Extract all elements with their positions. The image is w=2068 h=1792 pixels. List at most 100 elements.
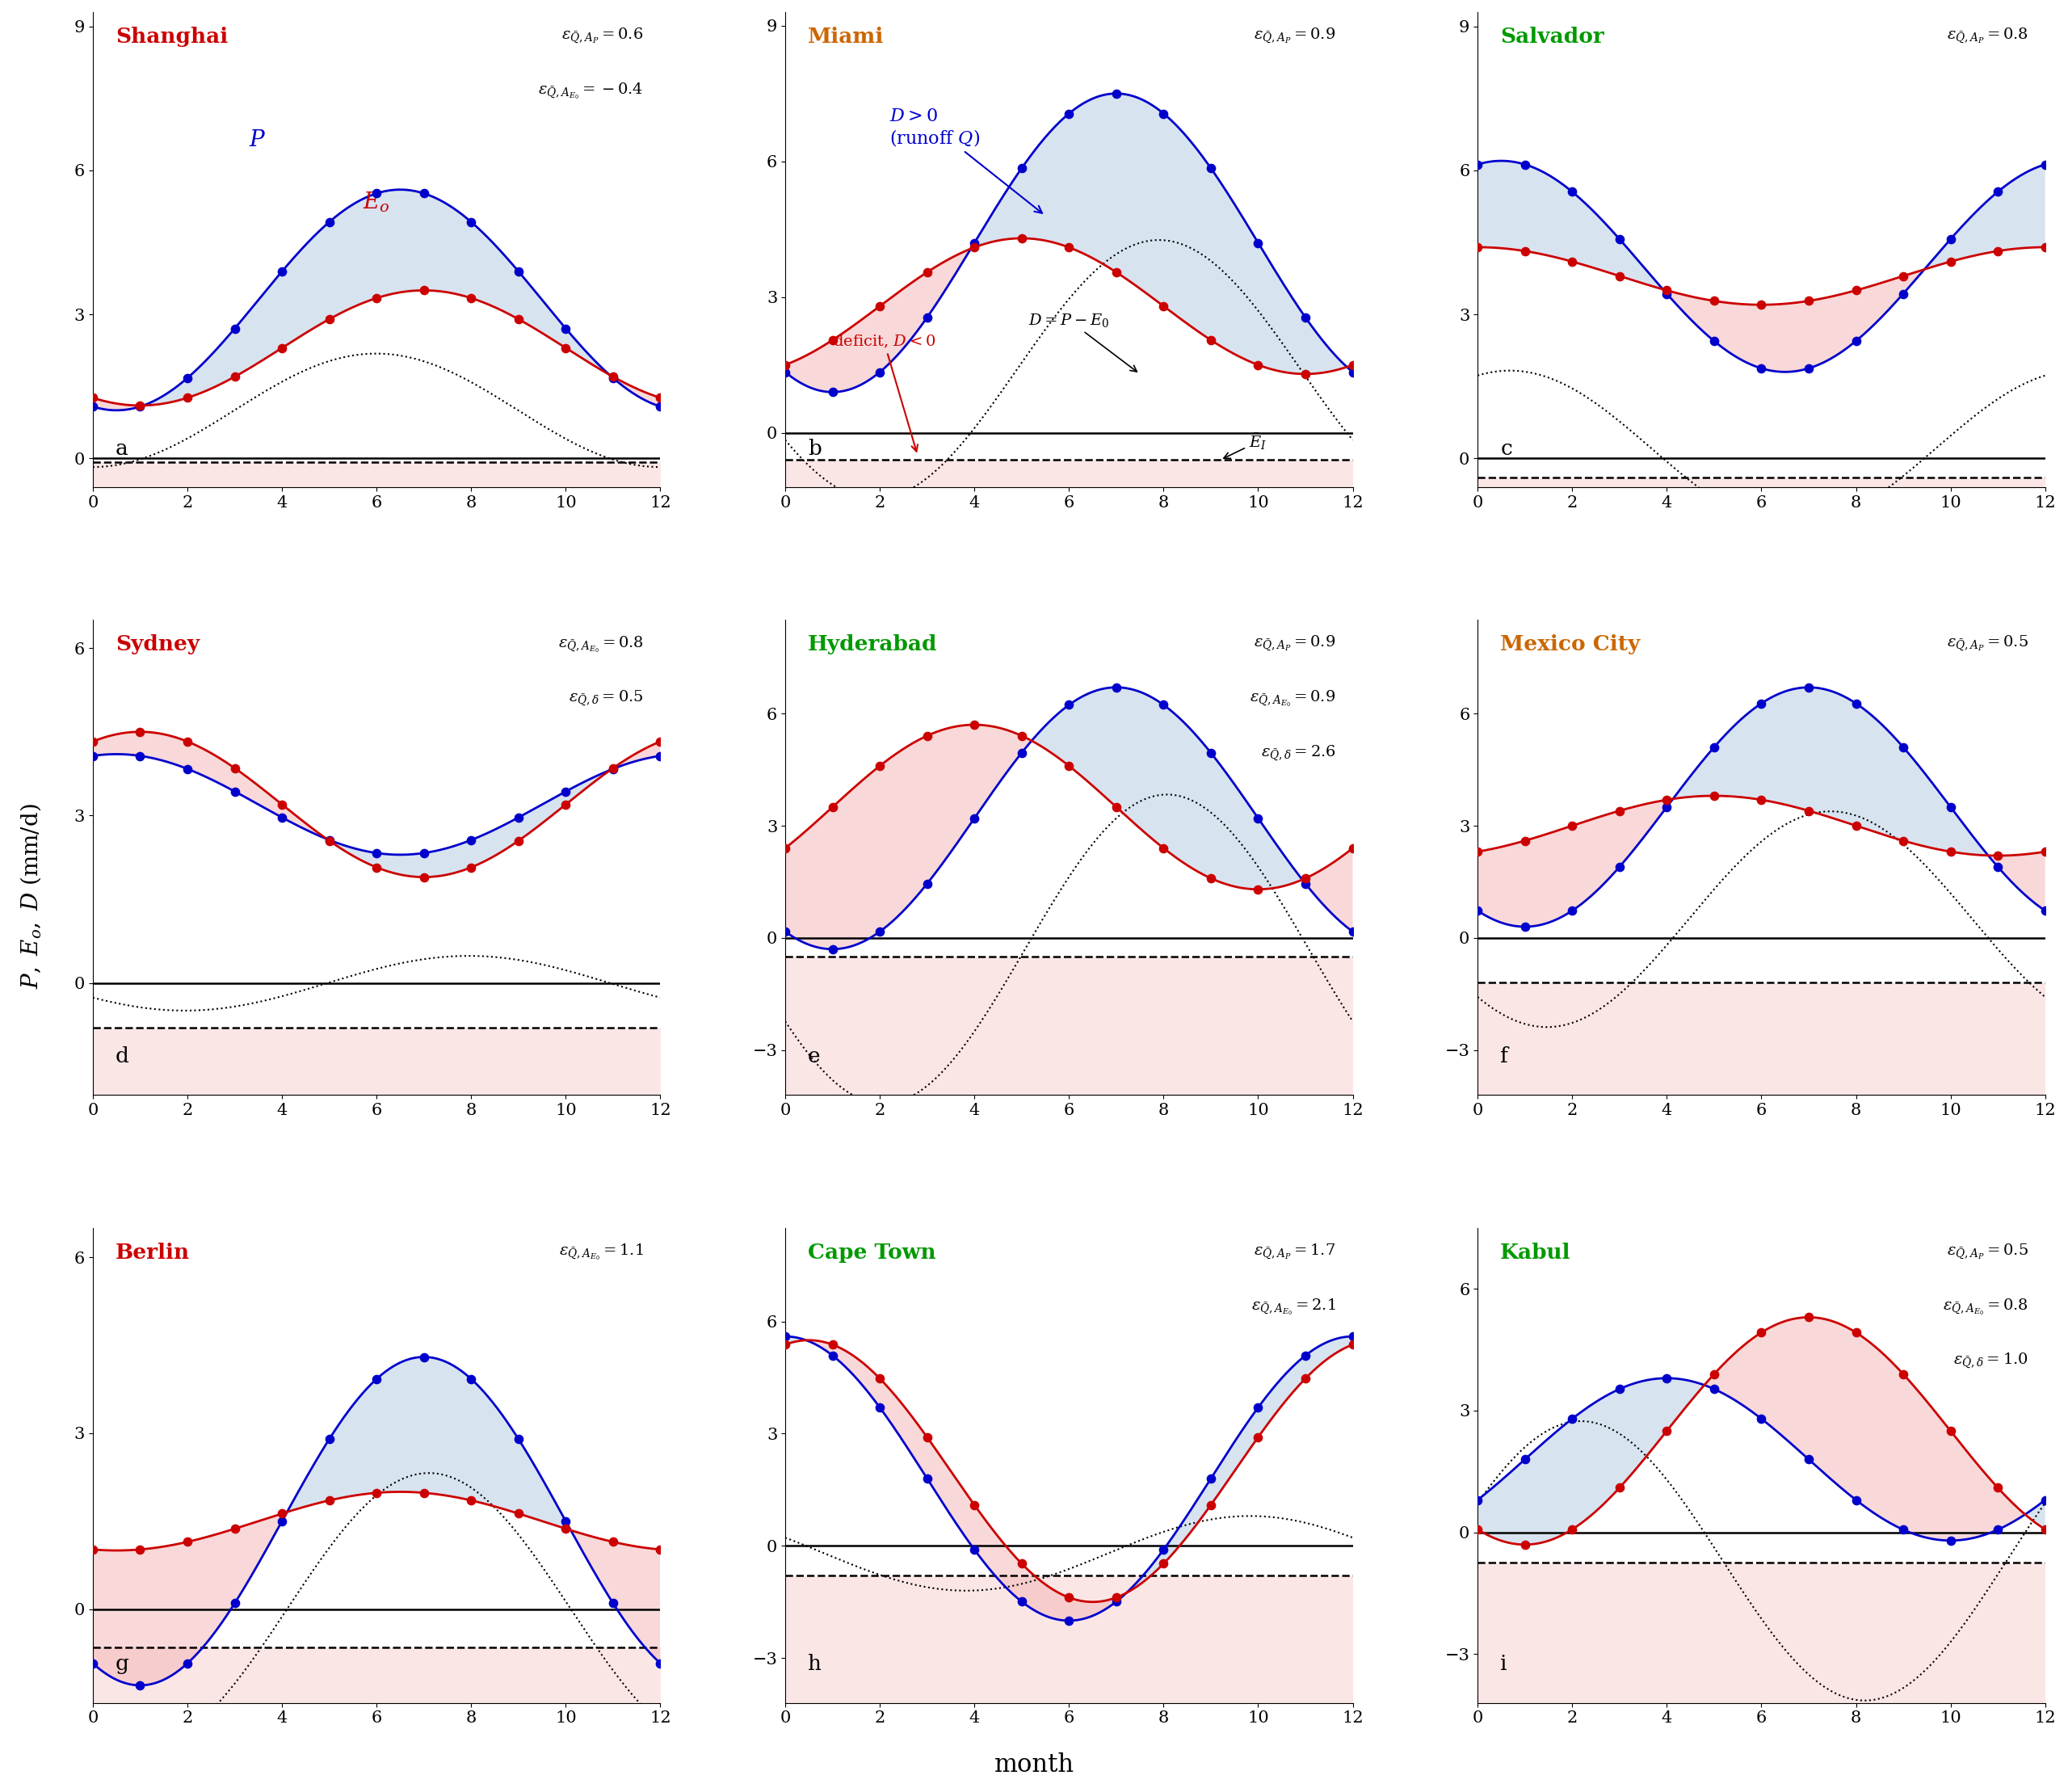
Point bbox=[1148, 99, 1181, 127]
Point bbox=[455, 853, 488, 882]
Point bbox=[1195, 1491, 1228, 1520]
Text: $\epsilon_{\bar{Q},A_P} = 1.7$: $\epsilon_{\bar{Q},A_P} = 1.7$ bbox=[1253, 1242, 1336, 1262]
Point bbox=[1555, 1405, 1588, 1434]
Point bbox=[643, 728, 676, 756]
Text: Shanghai: Shanghai bbox=[116, 27, 227, 47]
Text: $\bar{E}_I$: $\bar{E}_I$ bbox=[1224, 432, 1268, 459]
Point bbox=[1462, 1514, 1495, 1543]
Point bbox=[1981, 1516, 2014, 1545]
Point bbox=[1934, 837, 1967, 866]
Text: deficit, $D < 0$: deficit, $D < 0$ bbox=[833, 333, 935, 452]
Point bbox=[1053, 1582, 1086, 1611]
Text: f: f bbox=[1499, 1047, 1508, 1066]
Point bbox=[1886, 1516, 1919, 1545]
Point bbox=[1745, 690, 1778, 719]
Point bbox=[1005, 154, 1038, 183]
Point bbox=[1793, 674, 1826, 702]
Point bbox=[77, 1649, 110, 1677]
Point bbox=[1934, 1417, 1967, 1446]
Point bbox=[862, 751, 895, 780]
Point bbox=[817, 935, 850, 964]
Text: h: h bbox=[809, 1654, 821, 1674]
Point bbox=[1241, 805, 1274, 833]
Text: month: month bbox=[995, 1753, 1073, 1778]
Point bbox=[817, 792, 850, 821]
Text: Kabul: Kabul bbox=[1499, 1242, 1572, 1262]
Point bbox=[265, 1507, 298, 1536]
Point bbox=[643, 1649, 676, 1677]
Point bbox=[910, 722, 943, 751]
Point bbox=[360, 839, 393, 867]
Point bbox=[1745, 1405, 1778, 1434]
Point bbox=[769, 351, 802, 380]
Point bbox=[910, 1423, 943, 1452]
Point bbox=[862, 918, 895, 946]
Point bbox=[1005, 224, 1038, 253]
Point bbox=[1508, 1530, 1541, 1559]
Text: b: b bbox=[809, 439, 821, 459]
Text: $\epsilon_{\bar{Q},A_P} = 0.5$: $\epsilon_{\bar{Q},A_P} = 0.5$ bbox=[1946, 1242, 2029, 1262]
Point bbox=[312, 208, 345, 237]
Text: $\epsilon_{\bar{Q},\delta} = 1.0$: $\epsilon_{\bar{Q},\delta} = 1.0$ bbox=[1952, 1351, 2029, 1371]
Point bbox=[1148, 690, 1181, 719]
Point bbox=[1053, 1606, 1086, 1634]
Point bbox=[1793, 1444, 1826, 1473]
Point bbox=[1336, 358, 1369, 387]
Point bbox=[1336, 1322, 1369, 1351]
Point bbox=[265, 803, 298, 831]
Point bbox=[77, 392, 110, 421]
Point bbox=[1650, 280, 1683, 308]
Point bbox=[643, 383, 676, 412]
Point bbox=[1508, 237, 1541, 265]
Point bbox=[2029, 1486, 2062, 1514]
Point bbox=[769, 833, 802, 862]
Point bbox=[1650, 276, 1683, 305]
Point bbox=[1241, 351, 1274, 380]
Point bbox=[124, 1536, 157, 1564]
Point bbox=[124, 391, 157, 419]
Point bbox=[862, 358, 895, 387]
Point bbox=[312, 826, 345, 855]
Point bbox=[2029, 233, 2062, 262]
Point bbox=[360, 1366, 393, 1394]
Point bbox=[1005, 738, 1038, 767]
Point bbox=[77, 1536, 110, 1564]
Point bbox=[312, 305, 345, 333]
Text: $\epsilon_{\bar{Q},\delta} = 2.6$: $\epsilon_{\bar{Q},\delta} = 2.6$ bbox=[1261, 744, 1336, 762]
Point bbox=[1886, 826, 1919, 855]
Point bbox=[455, 1486, 488, 1514]
Point bbox=[1462, 151, 1495, 179]
Point bbox=[1838, 1486, 1872, 1514]
Point bbox=[1148, 833, 1181, 862]
Point bbox=[1745, 355, 1778, 383]
Point bbox=[1555, 1514, 1588, 1543]
Point bbox=[910, 258, 943, 287]
Point bbox=[1100, 79, 1133, 108]
Point bbox=[550, 1514, 583, 1543]
Point bbox=[2029, 151, 2062, 179]
Point bbox=[217, 1590, 250, 1618]
Point bbox=[1241, 874, 1274, 903]
Point bbox=[1100, 1582, 1133, 1611]
Point bbox=[1886, 280, 1919, 308]
Point bbox=[769, 918, 802, 946]
Text: $\epsilon_{\bar{Q},A_P} = 0.6$: $\epsilon_{\bar{Q},A_P} = 0.6$ bbox=[562, 27, 643, 45]
Point bbox=[1508, 151, 1541, 179]
Point bbox=[1838, 326, 1872, 355]
Point bbox=[1981, 1473, 2014, 1502]
Point bbox=[217, 1514, 250, 1543]
Point bbox=[2029, 1514, 2062, 1543]
Point bbox=[817, 1340, 850, 1369]
Point bbox=[407, 276, 440, 305]
Point bbox=[1462, 896, 1495, 925]
Point bbox=[862, 292, 895, 321]
Point bbox=[1005, 1588, 1038, 1616]
Point bbox=[455, 208, 488, 237]
Point bbox=[1288, 864, 1321, 892]
Point bbox=[1650, 1417, 1683, 1446]
Point bbox=[1838, 690, 1872, 719]
Point bbox=[1148, 1536, 1181, 1564]
Point bbox=[1053, 99, 1086, 127]
Point bbox=[1603, 224, 1636, 253]
Point bbox=[550, 778, 583, 806]
